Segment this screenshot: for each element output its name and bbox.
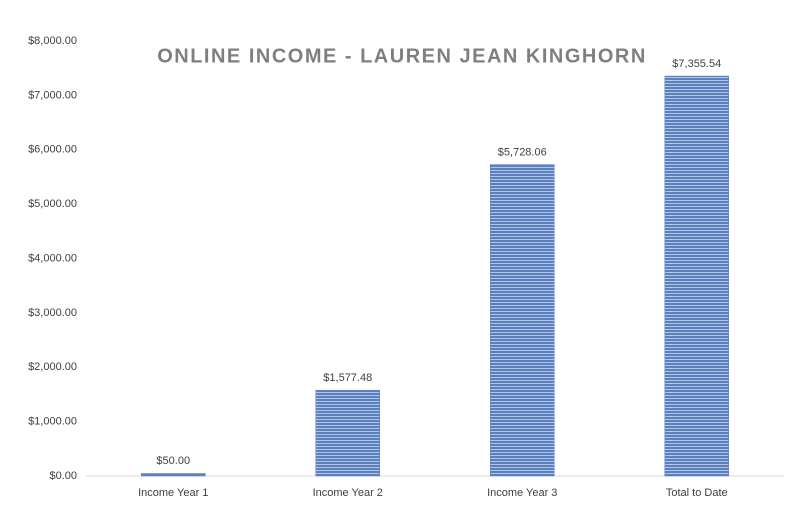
x-tick-label: Total to Date [666,487,728,499]
bar [141,473,206,477]
y-tick-label: $5,000.00 [28,198,77,210]
bar [315,389,380,477]
value-label: $7,355.54 [672,58,721,70]
y-tick-label: $6,000.00 [28,144,77,156]
bar [490,164,555,477]
value-label: $50.00 [156,455,190,467]
x-tick-label: Income Year 1 [138,487,208,499]
y-tick-label: $3,000.00 [28,307,77,319]
y-tick-label: $2,000.00 [28,361,77,373]
y-tick-label: $4,000.00 [28,252,77,264]
y-tick-label: $0.00 [49,470,77,482]
bar [664,75,729,477]
value-label: $5,728.06 [498,146,547,158]
value-label: $1,577.48 [323,372,372,384]
y-tick-label: $8,000.00 [28,35,77,47]
chart-title: ONLINE INCOME - LAUREN JEAN KINGHORN [157,45,647,67]
x-tick-label: Income Year 3 [487,487,557,499]
y-tick-label: $7,000.00 [28,89,77,101]
y-tick-label: $1,000.00 [28,416,77,428]
x-tick-label: Income Year 2 [313,487,383,499]
